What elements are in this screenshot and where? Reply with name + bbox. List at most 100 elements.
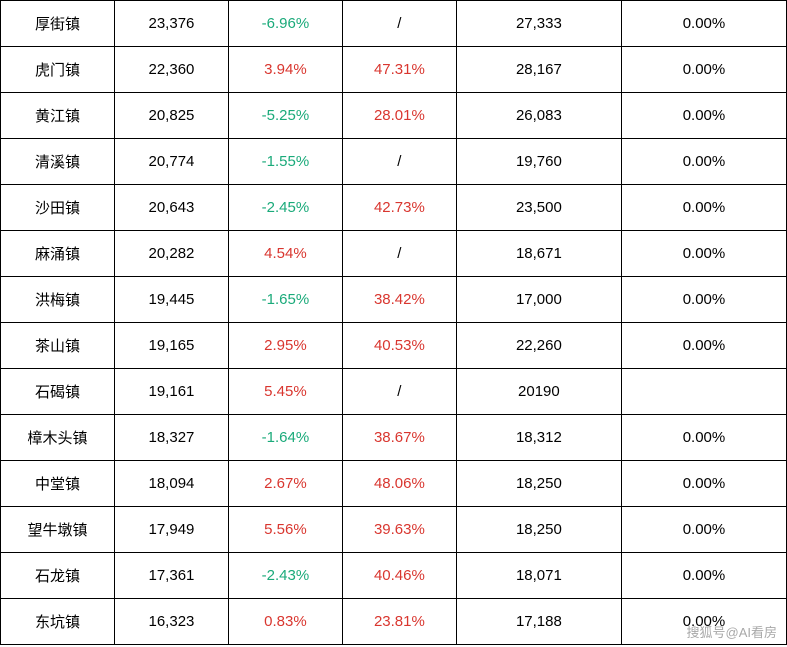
cell-value-1: 17,361 — [114, 553, 228, 599]
cell-value-2: 20190 — [456, 369, 621, 415]
table-row: 麻涌镇20,2824.54%/18,6710.00% — [1, 231, 787, 277]
cell-value-2: 18,250 — [456, 461, 621, 507]
table-row: 樟木头镇18,327-1.64%38.67%18,3120.00% — [1, 415, 787, 461]
cell-percent-2: 48.06% — [342, 461, 456, 507]
cell-name: 东坑镇 — [1, 599, 115, 645]
cell-percent-1: -1.65% — [228, 277, 342, 323]
cell-name: 望牛墩镇 — [1, 507, 115, 553]
cell-percent-2: 40.53% — [342, 323, 456, 369]
data-table-container: 厚街镇23,376-6.96%/27,3330.00%虎门镇22,3603.94… — [0, 0, 787, 645]
cell-percent-3: 0.00% — [621, 323, 786, 369]
table-row: 沙田镇20,643-2.45%42.73%23,5000.00% — [1, 185, 787, 231]
cell-name: 石碣镇 — [1, 369, 115, 415]
cell-value-2: 18,671 — [456, 231, 621, 277]
cell-percent-3: 0.00% — [621, 47, 786, 93]
table-row: 石龙镇17,361-2.43%40.46%18,0710.00% — [1, 553, 787, 599]
cell-name: 樟木头镇 — [1, 415, 115, 461]
cell-name: 厚街镇 — [1, 1, 115, 47]
cell-name: 黄江镇 — [1, 93, 115, 139]
table-row: 石碣镇19,1615.45%/20190 — [1, 369, 787, 415]
cell-percent-1: -1.64% — [228, 415, 342, 461]
cell-value-1: 23,376 — [114, 1, 228, 47]
table-body: 厚街镇23,376-6.96%/27,3330.00%虎门镇22,3603.94… — [1, 1, 787, 645]
cell-percent-3: 0.00% — [621, 93, 786, 139]
table-row: 虎门镇22,3603.94%47.31%28,1670.00% — [1, 47, 787, 93]
cell-percent-2: / — [342, 139, 456, 185]
table-row: 洪梅镇19,445-1.65%38.42%17,0000.00% — [1, 277, 787, 323]
cell-name: 虎门镇 — [1, 47, 115, 93]
cell-name: 清溪镇 — [1, 139, 115, 185]
cell-percent-3: 0.00% — [621, 231, 786, 277]
cell-value-2: 18,250 — [456, 507, 621, 553]
cell-value-2: 17,188 — [456, 599, 621, 645]
cell-percent-1: -6.96% — [228, 1, 342, 47]
cell-percent-3: 0.00% — [621, 507, 786, 553]
cell-percent-1: -2.43% — [228, 553, 342, 599]
cell-percent-2: 47.31% — [342, 47, 456, 93]
cell-percent-1: 4.54% — [228, 231, 342, 277]
cell-value-1: 19,165 — [114, 323, 228, 369]
table-row: 茶山镇19,1652.95%40.53%22,2600.00% — [1, 323, 787, 369]
cell-percent-1: -1.55% — [228, 139, 342, 185]
cell-value-1: 18,094 — [114, 461, 228, 507]
cell-value-1: 22,360 — [114, 47, 228, 93]
cell-percent-1: -2.45% — [228, 185, 342, 231]
cell-percent-1: 2.67% — [228, 461, 342, 507]
cell-percent-2: 40.46% — [342, 553, 456, 599]
cell-percent-3: 0.00% — [621, 461, 786, 507]
cell-percent-2: / — [342, 231, 456, 277]
cell-value-1: 19,161 — [114, 369, 228, 415]
cell-percent-1: -5.25% — [228, 93, 342, 139]
cell-value-1: 19,445 — [114, 277, 228, 323]
table-row: 东坑镇16,3230.83%23.81%17,1880.00% — [1, 599, 787, 645]
data-table: 厚街镇23,376-6.96%/27,3330.00%虎门镇22,3603.94… — [0, 0, 787, 645]
table-row: 望牛墩镇17,9495.56%39.63%18,2500.00% — [1, 507, 787, 553]
cell-value-2: 26,083 — [456, 93, 621, 139]
table-row: 厚街镇23,376-6.96%/27,3330.00% — [1, 1, 787, 47]
cell-percent-1: 3.94% — [228, 47, 342, 93]
cell-value-2: 18,312 — [456, 415, 621, 461]
cell-percent-3: 0.00% — [621, 277, 786, 323]
cell-percent-2: / — [342, 1, 456, 47]
cell-percent-3: 0.00% — [621, 553, 786, 599]
cell-percent-3 — [621, 369, 786, 415]
cell-percent-3: 0.00% — [621, 185, 786, 231]
cell-name: 中堂镇 — [1, 461, 115, 507]
cell-name: 麻涌镇 — [1, 231, 115, 277]
cell-percent-2: 39.63% — [342, 507, 456, 553]
cell-value-2: 23,500 — [456, 185, 621, 231]
cell-percent-3: 0.00% — [621, 139, 786, 185]
cell-percent-2: 28.01% — [342, 93, 456, 139]
cell-percent-3: 0.00% — [621, 415, 786, 461]
cell-percent-1: 5.56% — [228, 507, 342, 553]
cell-value-2: 22,260 — [456, 323, 621, 369]
cell-percent-2: 38.67% — [342, 415, 456, 461]
cell-percent-1: 2.95% — [228, 323, 342, 369]
table-row: 中堂镇18,0942.67%48.06%18,2500.00% — [1, 461, 787, 507]
cell-percent-2: 38.42% — [342, 277, 456, 323]
watermark-text: 搜狐号@AI看房 — [687, 622, 777, 641]
cell-name: 石龙镇 — [1, 553, 115, 599]
cell-value-1: 20,643 — [114, 185, 228, 231]
cell-value-1: 20,825 — [114, 93, 228, 139]
cell-value-1: 16,323 — [114, 599, 228, 645]
cell-percent-2: / — [342, 369, 456, 415]
cell-percent-1: 5.45% — [228, 369, 342, 415]
cell-percent-2: 23.81% — [342, 599, 456, 645]
cell-percent-2: 42.73% — [342, 185, 456, 231]
cell-value-2: 18,071 — [456, 553, 621, 599]
cell-name: 洪梅镇 — [1, 277, 115, 323]
table-row: 黄江镇20,825-5.25%28.01%26,0830.00% — [1, 93, 787, 139]
cell-name: 茶山镇 — [1, 323, 115, 369]
cell-value-1: 20,774 — [114, 139, 228, 185]
cell-value-2: 27,333 — [456, 1, 621, 47]
cell-value-1: 18,327 — [114, 415, 228, 461]
cell-value-2: 28,167 — [456, 47, 621, 93]
cell-value-2: 17,000 — [456, 277, 621, 323]
cell-percent-3: 0.00% — [621, 1, 786, 47]
table-row: 清溪镇20,774-1.55%/19,7600.00% — [1, 139, 787, 185]
cell-name: 沙田镇 — [1, 185, 115, 231]
cell-percent-1: 0.83% — [228, 599, 342, 645]
cell-value-1: 17,949 — [114, 507, 228, 553]
cell-value-2: 19,760 — [456, 139, 621, 185]
